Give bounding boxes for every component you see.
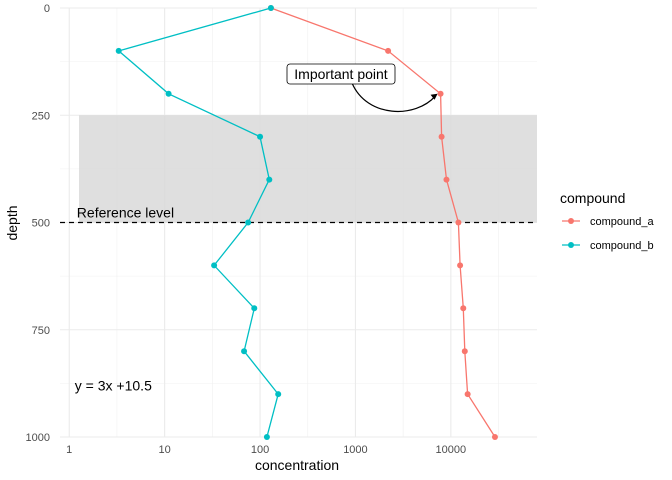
data-point-compound_a bbox=[457, 262, 464, 269]
series-compound_b bbox=[115, 5, 282, 440]
x-tick-label: 1 bbox=[66, 444, 72, 456]
annotation-arrowhead bbox=[430, 93, 438, 100]
x-tick-label: 10 bbox=[159, 444, 171, 456]
y-tick-label: 750 bbox=[32, 325, 50, 337]
data-point-compound_a bbox=[443, 176, 450, 183]
x-tick-label: 10000 bbox=[436, 444, 467, 456]
data-point-compound_b bbox=[241, 348, 248, 355]
series-layer bbox=[115, 5, 498, 440]
data-point-compound_b bbox=[263, 434, 270, 440]
shaded-band-layer bbox=[79, 115, 537, 223]
data-point-compound_b bbox=[165, 90, 172, 97]
data-point-compound_a bbox=[438, 133, 445, 140]
legend-title: compound bbox=[560, 190, 625, 206]
data-point-compound_a bbox=[464, 391, 471, 398]
data-point-compound_b bbox=[115, 47, 122, 54]
data-point-compound_a bbox=[385, 47, 392, 54]
legend-item-compound_a: compound_a bbox=[562, 216, 654, 228]
axis-layer: 1 10 100 1000 10000 0 250 500 750 1000 bbox=[26, 3, 467, 456]
legend-item-compound_b: compound_b bbox=[562, 240, 654, 252]
x-tick-label: 100 bbox=[251, 444, 269, 456]
data-point-compound_a bbox=[437, 90, 444, 97]
legend-label: compound_a bbox=[590, 216, 654, 228]
data-point-compound_b bbox=[257, 133, 264, 140]
legend-key-point bbox=[568, 218, 574, 224]
annotation-equation: y = 3x +10.5 bbox=[75, 378, 152, 394]
legend-label: compound_b bbox=[590, 240, 654, 252]
data-point-compound_b bbox=[245, 219, 252, 226]
data-point-compound_b bbox=[275, 391, 282, 398]
annotation-arrow bbox=[351, 82, 437, 113]
data-point-compound_b bbox=[251, 305, 258, 312]
y-tick-label: 1000 bbox=[26, 432, 50, 444]
data-point-compound_a bbox=[461, 348, 468, 355]
annotation-label-box bbox=[286, 63, 396, 85]
data-point-compound_b bbox=[267, 5, 274, 11]
y-axis-title: depth bbox=[4, 205, 20, 240]
legend-key-point bbox=[568, 242, 574, 248]
shaded-band bbox=[79, 115, 537, 223]
y-tick-label: 500 bbox=[32, 218, 50, 230]
y-tick-label: 0 bbox=[44, 3, 50, 15]
y-tick-label: 250 bbox=[32, 110, 50, 122]
data-point-compound_b bbox=[266, 176, 273, 183]
x-tick-label: 1000 bbox=[343, 444, 367, 456]
reference-line-label: Reference level bbox=[77, 205, 174, 221]
data-point-compound_a bbox=[491, 434, 498, 440]
data-point-compound_a bbox=[455, 219, 462, 226]
data-point-compound_b bbox=[211, 262, 218, 269]
data-point-compound_a bbox=[460, 305, 467, 312]
legend: compound compound_a compound_b bbox=[560, 190, 654, 252]
annotation-important-point: Important point bbox=[294, 66, 387, 82]
x-axis-title: concentration bbox=[255, 457, 339, 473]
annotation-layer: Important point y = 3x +10.5 bbox=[75, 63, 438, 394]
